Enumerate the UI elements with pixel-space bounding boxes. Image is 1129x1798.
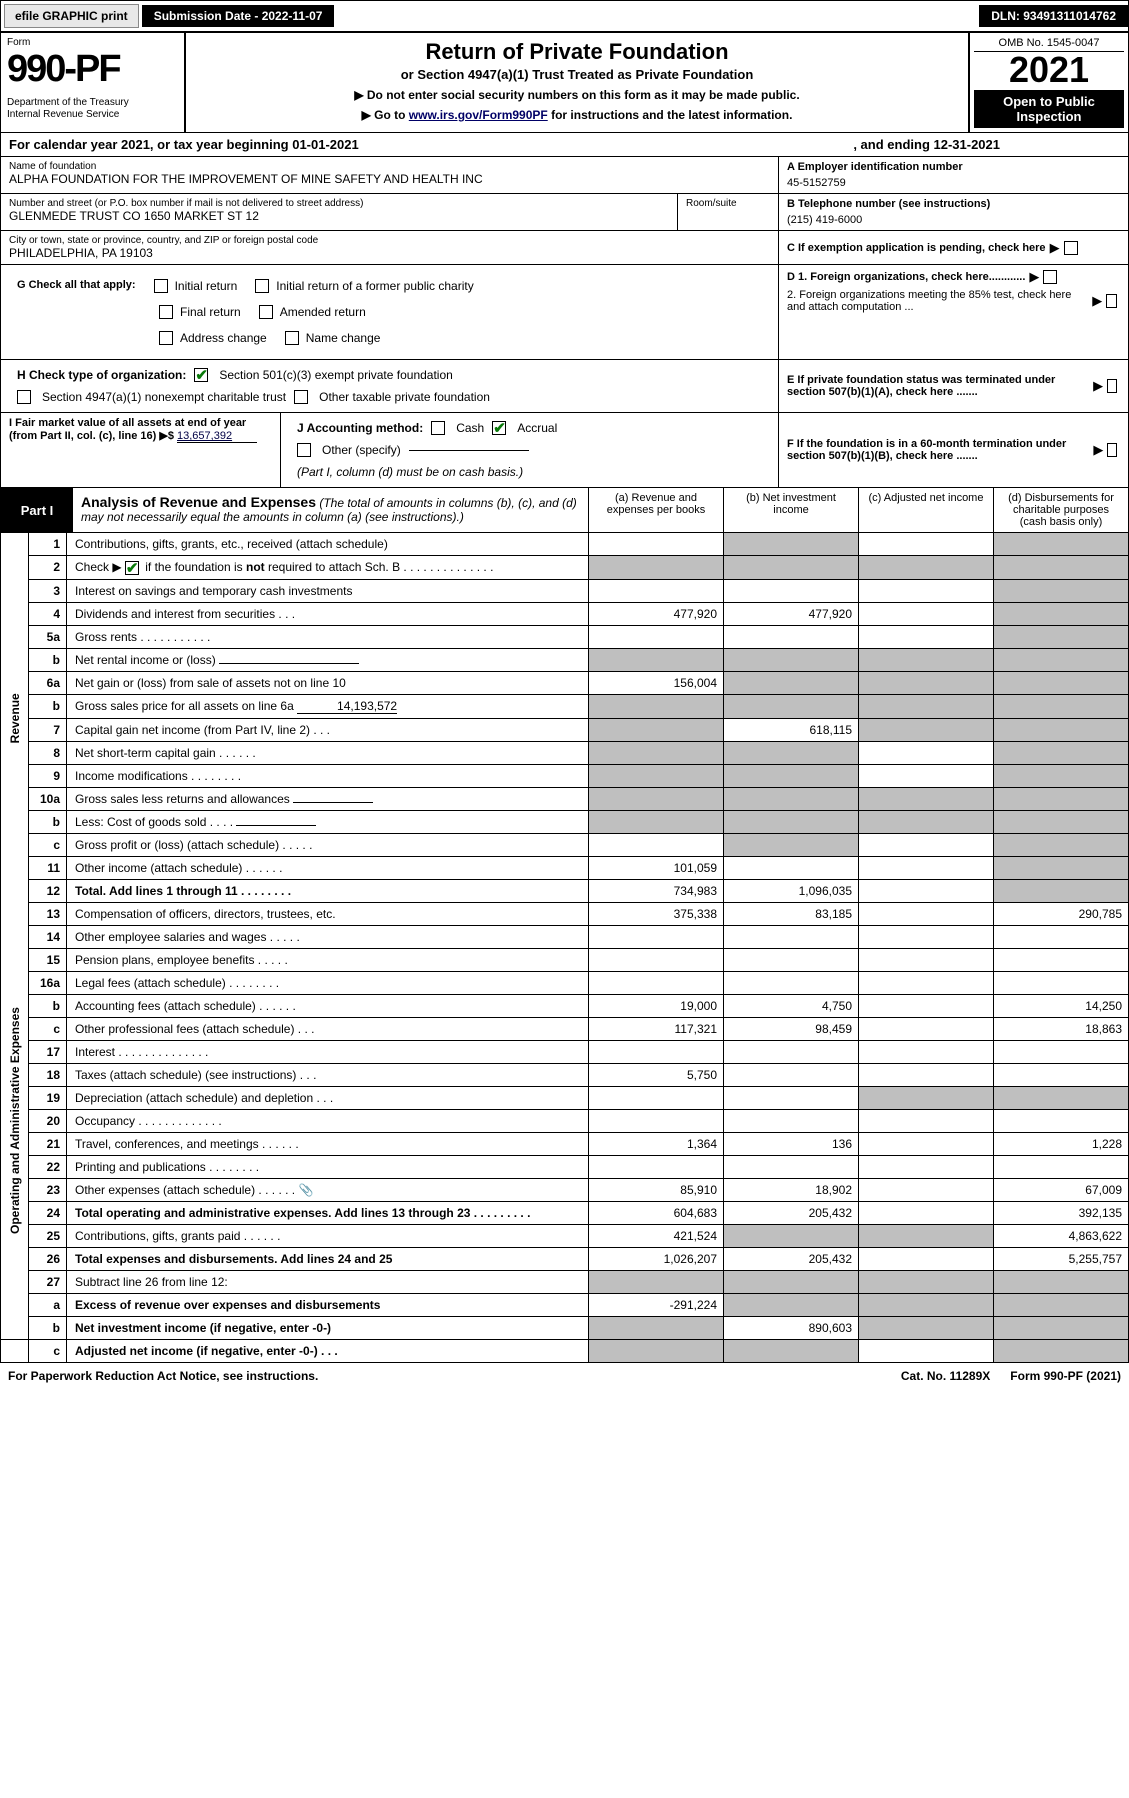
tax-year: 2021 (974, 52, 1124, 88)
paperwork-notice: For Paperwork Reduction Act Notice, see … (8, 1369, 318, 1383)
city-label: City or town, state or province, country… (9, 235, 770, 246)
initial-former-checkbox[interactable] (255, 279, 269, 293)
form-subtitle: or Section 4947(a)(1) Trust Treated as P… (196, 67, 958, 82)
foundation-name: ALPHA FOUNDATION FOR THE IMPROVEMENT OF … (9, 172, 770, 186)
g-section: G Check all that apply: Initial return I… (9, 273, 770, 299)
irs-link[interactable]: www.irs.gov/Form990PF (409, 108, 548, 122)
phone-label: B Telephone number (see instructions) (787, 198, 1120, 210)
amended-return-checkbox[interactable] (259, 305, 273, 319)
footer: For Paperwork Reduction Act Notice, see … (0, 1363, 1129, 1389)
dept-label: Department of the TreasuryInternal Reven… (7, 97, 178, 121)
note-2: ▶ Go to www.irs.gov/Form990PF for instru… (196, 108, 958, 122)
dln-label: DLN: 93491311014762 (979, 5, 1128, 27)
col-b-header: (b) Net investment income (723, 488, 858, 532)
h-section: H Check type of organization: Section 50… (9, 364, 770, 386)
revenue-side-label: Revenue (1, 533, 29, 902)
c-checkbox[interactable] (1064, 241, 1078, 255)
j-note: (Part I, column (d) must be on cash basi… (297, 465, 523, 479)
col-d-header: (d) Disbursements for charitable purpose… (993, 488, 1128, 532)
form-header: Form 990-PF Department of the TreasuryIn… (0, 32, 1129, 133)
name-label: Name of foundation (9, 161, 770, 172)
initial-return-checkbox[interactable] (154, 279, 168, 293)
f-checkbox[interactable] (1107, 443, 1117, 457)
c-label: C If exemption application is pending, c… (787, 242, 1046, 254)
schb-checkbox[interactable] (125, 561, 139, 575)
note-1: ▶ Do not enter social security numbers o… (196, 88, 958, 102)
calendar-row: For calendar year 2021, or tax year begi… (0, 133, 1129, 157)
part1-header: Part I Analysis of Revenue and Expenses … (0, 488, 1129, 533)
d2-label: 2. Foreign organizations meeting the 85%… (787, 289, 1088, 313)
top-bar: efile GRAPHIC print Submission Date - 20… (0, 0, 1129, 32)
name-change-checkbox[interactable] (285, 331, 299, 345)
form-ref: Form 990-PF (2021) (1010, 1369, 1121, 1383)
e-label: E If private foundation status was termi… (787, 374, 1089, 398)
cat-no: Cat. No. 11289X (901, 1369, 990, 1383)
other-method-checkbox[interactable] (297, 443, 311, 457)
phone-value: (215) 419-6000 (787, 214, 1120, 226)
ein-label: A Employer identification number (787, 161, 1120, 173)
s501-checkbox[interactable] (194, 368, 208, 382)
final-return-checkbox[interactable] (159, 305, 173, 319)
open-inspection: Open to Public Inspection (974, 90, 1124, 128)
part1-tag: Part I (1, 488, 73, 532)
col-a-header: (a) Revenue and expenses per books (588, 488, 723, 532)
ein-value: 45-5152759 (787, 177, 1120, 189)
submission-date: Submission Date - 2022-11-07 (142, 5, 335, 27)
d1-label: D 1. Foreign organizations, check here..… (787, 271, 1025, 283)
d1-checkbox[interactable] (1043, 270, 1057, 284)
s4947-checkbox[interactable] (17, 390, 31, 404)
attachment-icon[interactable]: 📎 (298, 1183, 313, 1197)
addr-label: Number and street (or P.O. box number if… (9, 198, 669, 209)
e-checkbox[interactable] (1107, 379, 1117, 393)
f-label: F If the foundation is in a 60-month ter… (787, 438, 1089, 462)
efile-print-button[interactable]: efile GRAPHIC print (4, 4, 139, 28)
part1-table: Revenue 1Contributions, gifts, grants, e… (0, 533, 1129, 1363)
addr-change-checkbox[interactable] (159, 331, 173, 345)
expenses-side-label: Operating and Administrative Expenses (1, 902, 29, 1339)
cash-checkbox[interactable] (431, 421, 445, 435)
address: GLENMEDE TRUST CO 1650 MARKET ST 12 (9, 209, 669, 223)
col-c-header: (c) Adjusted net income (858, 488, 993, 532)
d2-checkbox[interactable] (1106, 294, 1117, 308)
j-label: J Accounting method: (297, 421, 423, 435)
city-value: PHILADELPHIA, PA 19103 (9, 246, 770, 260)
other-taxable-checkbox[interactable] (294, 390, 308, 404)
accrual-checkbox[interactable] (492, 421, 506, 435)
form-label: Form (7, 37, 178, 48)
i-value[interactable]: 13,657,392 (177, 430, 257, 443)
room-label: Room/suite (686, 198, 770, 209)
form-number: 990-PF (7, 48, 178, 91)
form-title: Return of Private Foundation (196, 39, 958, 65)
